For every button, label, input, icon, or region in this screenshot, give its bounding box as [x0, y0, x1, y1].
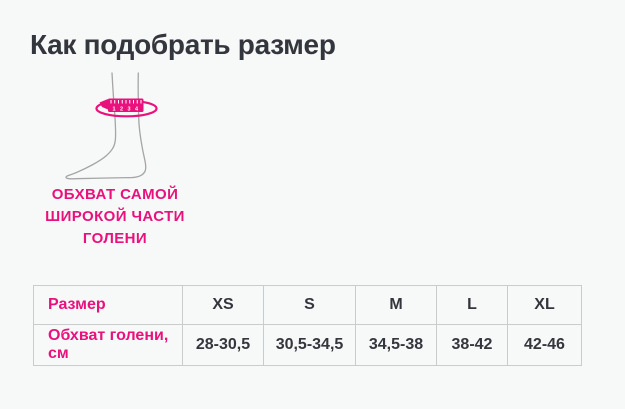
value-cell-xs: 28-30,5: [182, 324, 264, 366]
tape-tick-marks: [110, 100, 142, 104]
value-cell-m: 34,5-38: [355, 324, 437, 366]
calf-measurement-illustration: 1 2 3 4: [65, 72, 158, 180]
caption-line: ГОЛЕНИ: [82, 230, 148, 247]
size-table: Размер XS S M L XL Обхват голени, см 28-…: [33, 285, 582, 366]
measuring-tape-icon: 1 2 3 4: [99, 98, 144, 113]
header-cell-size-label: Размер: [33, 285, 183, 325]
value-cell-l: 38-42: [436, 324, 508, 366]
page-title: Как подобрать размер: [30, 28, 336, 60]
header-cell-l: L: [436, 285, 508, 325]
measurement-caption: ОБХВАТ САМОЙ ШИРОКОЙ ЧАСТИ ГОЛЕНИ: [20, 184, 210, 250]
caption-line: ШИРОКОЙ ЧАСТИ: [45, 208, 185, 225]
tape-body: [108, 98, 144, 112]
size-table-data-row: Обхват голени, см 28-30,5 30,5-34,5 34,5…: [33, 324, 582, 366]
tape-end-arrow: [99, 99, 108, 110]
value-cell-xl: 42-46: [507, 324, 582, 366]
tape-number: 3: [127, 107, 130, 113]
caption-line: ОБХВАТ САМОЙ: [51, 186, 179, 203]
leg-outline-drawing: [65, 72, 147, 180]
size-table-header-row: Размер XS S M L XL: [33, 285, 582, 325]
row-label-calf-circumference: Обхват голени, см: [33, 324, 183, 366]
header-cell-m: M: [355, 285, 437, 325]
tape-number: 4: [135, 107, 139, 113]
header-cell-xs: XS: [182, 285, 264, 325]
header-cell-xl: XL: [507, 285, 582, 325]
header-cell-s: S: [263, 285, 356, 325]
value-cell-s: 30,5-34,5: [263, 324, 356, 366]
tape-number: 1: [112, 107, 115, 113]
tape-number: 2: [120, 107, 123, 113]
tape-number-labels: 1 2 3 4: [112, 107, 139, 113]
